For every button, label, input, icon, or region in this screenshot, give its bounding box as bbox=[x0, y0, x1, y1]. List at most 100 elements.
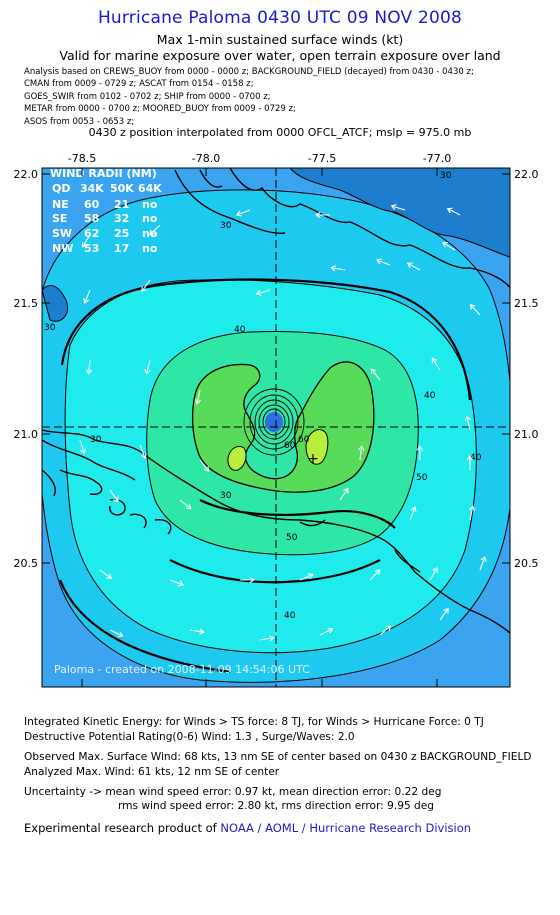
wind-vector bbox=[179, 499, 192, 510]
wind-vector-head bbox=[466, 454, 473, 461]
wind-radii-header: 64K bbox=[138, 182, 162, 195]
wind-radii-quad: SE bbox=[52, 212, 67, 225]
wind-vector bbox=[470, 304, 481, 316]
y-tick-right: 21.0 bbox=[514, 428, 539, 441]
rms-line: rms wind speed error: 2.80 kt, rms direc… bbox=[118, 800, 435, 812]
wind-radii-34k: 53 bbox=[84, 242, 99, 255]
wind-vector-head bbox=[468, 505, 476, 512]
wind-vector-head bbox=[446, 207, 453, 214]
wind-vector-head bbox=[375, 258, 382, 265]
contour-line-heavy bbox=[199, 499, 396, 529]
wind-radii-header: QD bbox=[52, 182, 70, 195]
contour-label: 60 bbox=[298, 435, 310, 445]
wind-vector-head bbox=[268, 635, 275, 642]
y-tick-right: 21.5 bbox=[514, 297, 539, 310]
contour-line-heavy bbox=[60, 278, 472, 401]
wind-vector bbox=[299, 574, 314, 581]
wind-vector-head bbox=[82, 241, 88, 248]
wind-vector-head bbox=[385, 625, 392, 631]
wind-radii-64k: no bbox=[142, 227, 158, 240]
wind-vector bbox=[469, 506, 474, 521]
wind-vector bbox=[146, 359, 151, 374]
position-line: 0430 z position interpolated from 0000 O… bbox=[88, 126, 472, 139]
wind-vector-head bbox=[464, 415, 471, 422]
wind-radii-quad: NW bbox=[52, 242, 73, 255]
wind-vector bbox=[84, 289, 91, 304]
land-patches bbox=[42, 168, 510, 322]
contour-fill-70 bbox=[227, 445, 247, 471]
contour-label: 30 bbox=[44, 323, 56, 333]
wind-vector-head bbox=[144, 368, 151, 375]
wind-vector-head bbox=[149, 229, 155, 236]
wind-vector-head bbox=[140, 453, 147, 459]
wind-vector bbox=[376, 259, 391, 266]
wind-radii-quad: SW bbox=[52, 227, 72, 240]
analysis-line: Analysis based on CREWS_BUOY from 0000 -… bbox=[24, 67, 474, 77]
wind-vector-head bbox=[185, 503, 192, 510]
wind-vector-head bbox=[117, 631, 124, 638]
wind-vector bbox=[359, 446, 363, 461]
wind-vector-head bbox=[113, 496, 119, 503]
wind-vector-head bbox=[141, 286, 147, 293]
contour-fill-70 bbox=[305, 429, 329, 465]
wind-vector-head bbox=[85, 369, 93, 375]
noaa-link[interactable]: NOAA / AOML / Hurricane Research Divisio… bbox=[220, 821, 472, 835]
contour-label: 50 bbox=[416, 473, 428, 483]
coastline bbox=[42, 168, 510, 635]
y-tick-left: 21.5 bbox=[14, 297, 39, 310]
wind-vector bbox=[370, 368, 381, 381]
x-tick-top: -78.5 bbox=[68, 152, 96, 165]
wind-radii-title: WIND RADII (NM) bbox=[50, 167, 157, 180]
wind-vector-head bbox=[178, 580, 185, 587]
wind-vector bbox=[88, 359, 91, 374]
plot-area: 30 30 30 40 40 40 40 30 30 50 50 60 60 +… bbox=[42, 167, 510, 687]
max-wind-marker: + bbox=[307, 451, 319, 467]
wind-vector-head bbox=[480, 555, 487, 562]
contour-label: 30 bbox=[220, 491, 232, 501]
contour-label: 40 bbox=[470, 453, 482, 463]
credit-prefix: Experimental research product of bbox=[24, 821, 221, 835]
contour-label: 40 bbox=[284, 611, 296, 621]
wind-vector bbox=[319, 628, 333, 636]
wind-radii-64k: no bbox=[142, 242, 158, 255]
wind-vector-head bbox=[469, 303, 476, 310]
wind-vector-head bbox=[370, 368, 377, 375]
wind-vectors bbox=[79, 204, 487, 642]
wind-vector-head bbox=[194, 398, 201, 405]
wind-vector-head bbox=[330, 265, 337, 272]
wind-vector bbox=[379, 625, 391, 636]
analysis-line: ASOS from 0053 - 0653 z; bbox=[24, 116, 135, 127]
y-tick-right: 20.5 bbox=[514, 557, 539, 570]
wind-vector bbox=[199, 459, 209, 472]
wind-vector-head bbox=[249, 576, 256, 584]
wind-vector bbox=[149, 224, 161, 236]
wind-vector bbox=[169, 579, 184, 586]
wind-vector bbox=[109, 629, 123, 637]
ike-line: Integrated Kinetic Energy: for Winds > T… bbox=[24, 716, 484, 728]
wind-vector bbox=[466, 416, 471, 431]
wind-vector bbox=[409, 506, 416, 521]
contour-label: 60 bbox=[284, 441, 296, 451]
contour-fill-50 bbox=[146, 331, 419, 555]
wind-vector-head bbox=[203, 466, 210, 472]
wind-vector-head bbox=[106, 573, 113, 580]
wind-radii-64k: no bbox=[142, 212, 158, 225]
contour-label: 50 bbox=[286, 533, 298, 543]
x-tick-top: -77.5 bbox=[308, 152, 336, 165]
contour-label: 40 bbox=[234, 325, 246, 335]
wind-radii-34k: 58 bbox=[84, 212, 99, 225]
wind-radii-34k: 60 bbox=[84, 198, 100, 211]
wind-vector bbox=[407, 262, 421, 271]
analysis-line: GOES_SWIR from 0102 - 0702 z; SHIP from … bbox=[24, 91, 271, 102]
analysis-line: CMAN from 0009 - 0729 z; ASCAT from 0154… bbox=[24, 79, 254, 90]
wind-vector-head bbox=[431, 357, 438, 364]
eye-core bbox=[265, 412, 283, 432]
wind-vector-head bbox=[314, 211, 321, 219]
wind-vector-head bbox=[416, 444, 423, 451]
analysis-sources: Analysis based on CREWS_BUOY from 0000 -… bbox=[24, 66, 544, 128]
wind-vector bbox=[189, 629, 204, 633]
wind-radii-quad: NE bbox=[52, 198, 69, 211]
x-tick-top: -78.0 bbox=[192, 152, 220, 165]
wind-vector bbox=[109, 489, 119, 502]
plot-frame bbox=[41, 167, 511, 688]
